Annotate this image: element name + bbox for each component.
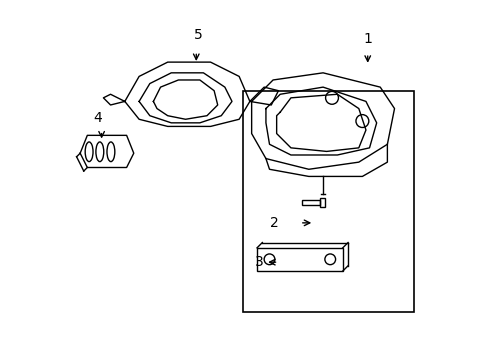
- Text: 3: 3: [255, 255, 264, 269]
- Text: 1: 1: [363, 32, 371, 46]
- Bar: [257, 248, 342, 271]
- Text: 5: 5: [193, 28, 202, 42]
- Text: 2: 2: [269, 216, 278, 230]
- Bar: [242, 91, 413, 312]
- Text: 4: 4: [94, 111, 102, 125]
